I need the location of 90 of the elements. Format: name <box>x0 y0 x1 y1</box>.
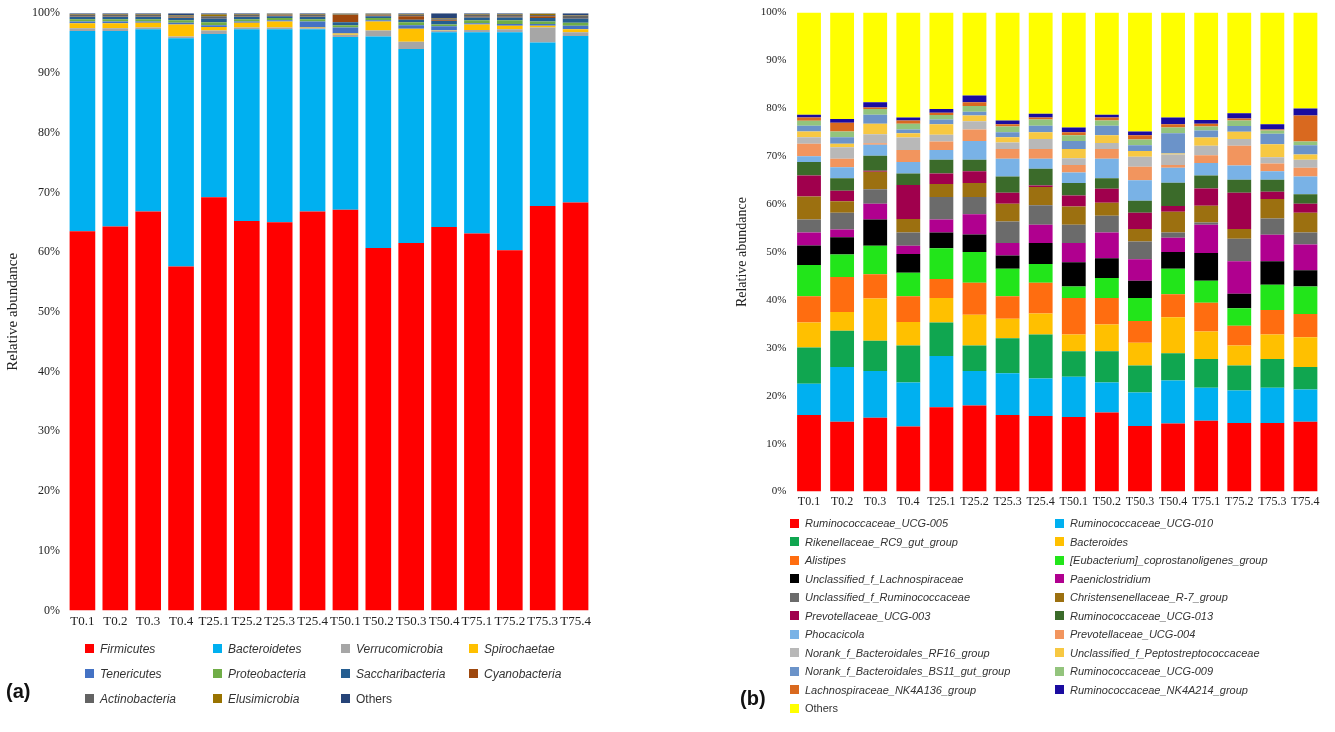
x-tick-label: T75.3 <box>527 612 559 628</box>
x-tick-label: T50.1 <box>1059 493 1088 508</box>
y-tick-label: 70% <box>38 184 60 199</box>
legend-label: Cyanobacteria <box>484 666 562 681</box>
y-tick-label: 20% <box>766 388 787 401</box>
y-tick-label: 30% <box>38 423 60 438</box>
x-tick-label: T25.2 <box>231 612 263 628</box>
x-tick-label: T25.2 <box>960 493 989 508</box>
x-tick-label: T0.4 <box>897 493 920 508</box>
x-tick-label: T0.1 <box>797 493 821 508</box>
y-tick-label: 80% <box>766 101 787 114</box>
y-tick-label: 90% <box>38 65 60 80</box>
y-tick-label: 100% <box>760 5 787 18</box>
x-tick-label: T0.2 <box>830 493 854 508</box>
y-tick-label: 0% <box>771 484 787 497</box>
text: (a) <box>6 680 31 703</box>
y-tick-label: 100% <box>32 5 60 20</box>
y-tick-label: 60% <box>38 244 60 259</box>
legend-label: Prevotellaceae_UCG-004 <box>1070 628 1196 641</box>
legend-label: Actinobacteria <box>100 691 177 706</box>
x-tick-label: T50.4 <box>428 612 460 628</box>
x-tick-label: T50.2 <box>362 612 394 628</box>
y-tick-label: 50% <box>766 244 787 257</box>
x-tick-label: T75.2 <box>494 612 526 628</box>
y-tick-label: 90% <box>766 53 787 66</box>
x-tick-label: T25.1 <box>927 493 956 508</box>
legend-label: Norank_f_Bacteroidales_RF16_group <box>805 646 990 659</box>
y-tick-label: 10% <box>766 436 787 449</box>
legend-label: Others <box>805 702 839 715</box>
y-tick-label: 0% <box>44 602 60 617</box>
legend-label: Firmicutes <box>100 641 156 656</box>
x-tick-label: T50.1 <box>330 612 361 628</box>
legend-label: Bacteroides <box>1070 535 1129 548</box>
x-tick-label: T75.4 <box>1291 493 1320 508</box>
legend-label: [Eubacterium]_coprostanoligenes_group <box>1070 554 1268 567</box>
legend-label: Proteobacteria <box>228 666 307 681</box>
y-tick-label: 10% <box>38 542 60 557</box>
legend-label: Lachnospiraceae_NK4A136_group <box>805 683 977 696</box>
x-tick-label: T0.3 <box>864 493 887 508</box>
x-tick-label: T25.4 <box>1026 493 1055 508</box>
x-tick-label: T75.3 <box>1258 493 1287 508</box>
legend-label: Norank_f_Bacteroidales_BS11_gut_group <box>805 665 1011 678</box>
legend-label: Spirochaetae <box>484 641 555 656</box>
y-tick-label: 70% <box>766 149 787 162</box>
x-tick-label: T25.1 <box>198 612 230 628</box>
y-tick-label: 20% <box>38 483 60 498</box>
legend-label: Christensenellaceae_R-7_group <box>1070 591 1228 604</box>
x-tick-label: T0.1 <box>70 612 95 628</box>
legend-label: Ruminococcaceae_NK4A214_group <box>1070 683 1248 696</box>
legend-label: Unclassified_f_Ruminococcaceae <box>805 591 971 604</box>
x-tick-label: T75.1 <box>461 612 493 628</box>
legend-label: Rikenellaceae_RC9_gut_group <box>805 535 958 548</box>
legend-label: Others <box>356 691 393 706</box>
text: (b) <box>740 686 766 710</box>
legend-label: Ruminococcaceae_UCG-013 <box>1070 609 1214 622</box>
x-tick-label: T25.3 <box>993 493 1022 508</box>
legend-label: Verrucomicrobia <box>356 641 443 656</box>
x-tick-label: T25.3 <box>264 612 296 628</box>
legend-label: Paeniclostridium <box>1070 572 1151 585</box>
legend-label: Phocacicola <box>805 628 865 641</box>
x-tick-label: T0.3 <box>136 612 161 628</box>
x-tick-label: T75.1 <box>1191 493 1221 508</box>
legend-label: Ruminococcaceae_UCG-010 <box>1070 517 1214 530</box>
y-tick-label: 60% <box>766 197 787 210</box>
legend-label: Prevotellaceae_UCG-003 <box>805 609 931 622</box>
x-tick-label: T50.3 <box>1125 493 1155 508</box>
x-tick-label: T0.2 <box>103 612 128 628</box>
x-tick-label: T50.2 <box>1092 493 1122 508</box>
y-tick-label: 50% <box>38 303 60 318</box>
legend-label: Unclassified_f_Peptostreptococcaceae <box>1070 646 1260 659</box>
x-tick-label: T75.2 <box>1225 493 1254 508</box>
legend-label: Bacteroidetes <box>228 641 302 656</box>
legend-label: Saccharibacteria <box>356 666 446 681</box>
x-tick-label: T75.4 <box>560 612 592 628</box>
y-axis-title: Relative abundance <box>3 252 20 371</box>
legend-label: Elusimicrobia <box>228 691 300 706</box>
legend-label: Ruminococcaceae_UCG-005 <box>805 517 949 530</box>
y-tick-label: 40% <box>766 292 787 305</box>
y-tick-label: 80% <box>38 124 60 139</box>
y-tick-label: 40% <box>38 363 60 378</box>
y-tick-label: 30% <box>766 340 787 353</box>
x-tick-label: T0.4 <box>168 612 194 628</box>
y-axis-title: Relative abundance <box>734 197 750 308</box>
legend-label: Alistipes <box>805 554 846 567</box>
x-tick-label: T50.4 <box>1158 493 1188 508</box>
legend-label: Tenericutes <box>100 666 162 681</box>
x-tick-label: T50.3 <box>395 612 427 628</box>
legend-label: Ruminococcaceae_UCG-009 <box>1070 665 1214 678</box>
legend-label: Unclassified_f_Lachnospiraceae <box>805 572 964 585</box>
x-tick-label: T25.4 <box>297 612 329 628</box>
